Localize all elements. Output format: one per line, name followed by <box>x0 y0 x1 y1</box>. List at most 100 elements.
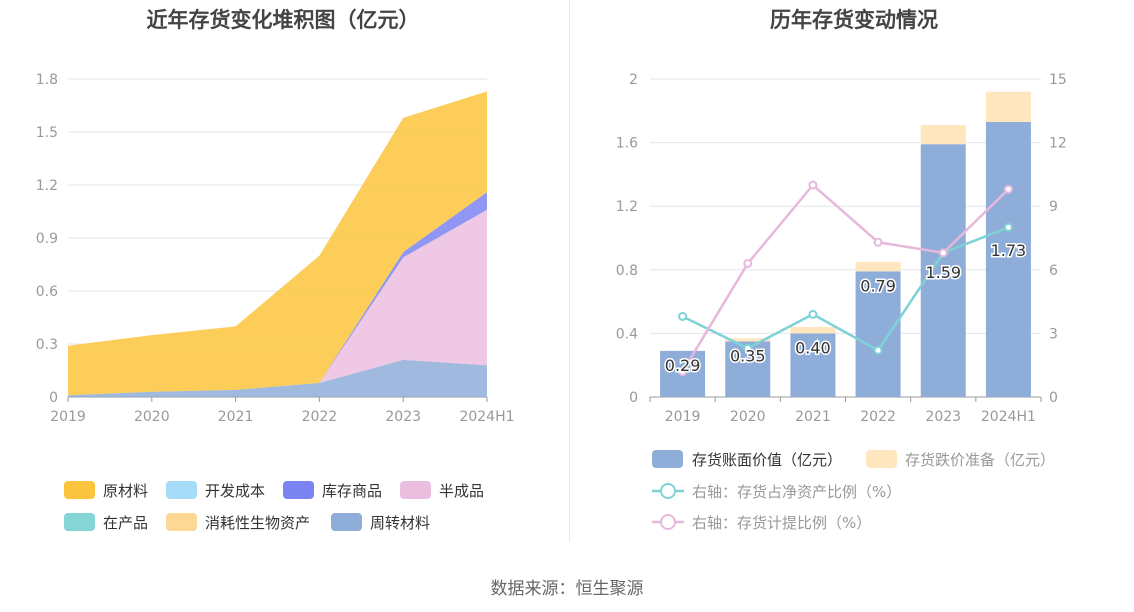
legend-item-wip: 在产品 <box>64 513 148 532</box>
left-x-tick-label: 2022 <box>302 409 338 425</box>
legend-label: 原材料 <box>103 482 148 500</box>
right-y-tick-label: 0.8 <box>616 263 638 279</box>
left-x-tick-label: 2024H1 <box>459 409 514 425</box>
line-net-asset-ratio <box>682 226 1009 353</box>
area-raw <box>68 91 487 396</box>
left-y-tick-label: 1.2 <box>36 178 58 194</box>
point-net-asset-ratio <box>808 309 818 319</box>
right-y2-tick-label: 12 <box>1049 136 1067 152</box>
point-provision-ratio <box>938 248 948 258</box>
area-semi <box>68 209 487 396</box>
legend-marker <box>660 514 676 530</box>
bar-reserve <box>725 338 771 342</box>
chart-divider <box>569 0 570 542</box>
legend-item-book-value: 存货账面价值（亿元） <box>652 450 842 469</box>
right-y2-tick-label: 15 <box>1049 72 1067 88</box>
right-x-tick-label: 2020 <box>730 409 766 425</box>
right-y2-tick-label: 9 <box>1049 199 1058 215</box>
legend-label: 库存商品 <box>322 482 382 500</box>
line-provision-ratio <box>681 183 1010 373</box>
legend-swatch <box>64 481 95 499</box>
legend-swatch <box>166 513 197 531</box>
bar-reserve <box>790 327 836 334</box>
legend-item-turnover: 周转材料 <box>331 513 430 532</box>
point-net-asset-ratio <box>678 311 688 321</box>
legend-label: 在产品 <box>103 514 148 532</box>
area-turnover <box>68 359 487 397</box>
right-y2-tick-label: 0 <box>1049 390 1058 406</box>
right-x-tick-label: 2023 <box>925 409 961 425</box>
legend-swatch <box>652 450 683 468</box>
legend-swatch <box>866 450 897 468</box>
right-y-tick-label: 1.2 <box>616 199 638 215</box>
data-source: 数据来源：恒生聚源 <box>490 579 644 599</box>
left-x-tick-label: 2020 <box>134 409 170 425</box>
bar-book-value <box>855 271 901 397</box>
point-net-asset-ratio <box>1003 222 1013 232</box>
right-y2-tick-label: 6 <box>1049 263 1058 279</box>
legend-label: 周转材料 <box>370 514 430 532</box>
right-x-tick-label: 2024H1 <box>981 409 1036 425</box>
point-net-asset-ratio <box>743 343 753 353</box>
legend-label: 半成品 <box>439 482 484 500</box>
right-y-tick-label: 2 <box>629 72 638 88</box>
right-y-tick-label: 0 <box>629 390 638 406</box>
point-net-asset-ratio <box>873 345 883 355</box>
left-x-tick-label: 2019 <box>50 409 86 425</box>
point-provision-ratio <box>1003 184 1013 194</box>
legend-swatch <box>283 481 314 499</box>
legend-item-semi: 半成品 <box>400 481 484 500</box>
legend-label: 消耗性生物资产 <box>205 514 310 532</box>
charts-canvas: 0 0.3 0.6 0.9 1.2 1.5 1.8 2019 2020 2021 2022 2023 2… <box>36 72 1067 532</box>
bar-value-label: 0.79 <box>860 276 896 295</box>
bar-value-label: 1.59 <box>925 263 961 282</box>
left-y-tick-label: 0.3 <box>36 337 58 353</box>
left-y-tick-label: 1.8 <box>36 72 58 88</box>
left-y-tick-label: 0.6 <box>36 284 58 300</box>
legend-label: 右轴：存货占净资产比例（%） <box>692 483 901 501</box>
point-provision-ratio <box>678 367 688 377</box>
legend-label: 存货账面价值（亿元） <box>692 451 842 469</box>
right-x-tick-label: 2019 <box>665 409 701 425</box>
left-area-chart: 0 0.3 0.6 0.9 1.2 1.5 1.8 2019 2020 2021 2022 2023 2… <box>36 72 515 532</box>
left-y-tick-label: 0 <box>49 390 58 406</box>
bar-value-label: 0.40 <box>795 338 831 357</box>
right-x-tick-label: 2022 <box>860 409 896 425</box>
legend-item-dev: 开发成本 <box>166 481 265 500</box>
legend-swatch <box>166 481 197 499</box>
bar-reserve <box>920 125 966 145</box>
bar-reserve <box>855 261 901 272</box>
bar-book-value <box>920 144 966 397</box>
right-y-tick-label: 0.4 <box>616 326 638 342</box>
legend-swatch <box>64 513 95 531</box>
bar-book-value <box>790 333 836 397</box>
point-provision-ratio <box>873 237 883 247</box>
legend-marker <box>660 483 676 499</box>
right-chart-title: 历年存货变动情况 <box>770 8 938 32</box>
legend-label: 存货跌价准备（亿元） <box>905 451 1055 469</box>
left-x-tick-label: 2021 <box>218 409 254 425</box>
right-combo-chart: 0 0.4 0.8 1.2 1.6 2 0 3 6 9 12 15 2019 2020 2021 2022 20… <box>616 72 1067 532</box>
point-provision-ratio <box>808 180 818 190</box>
right-x-tick-label: 2021 <box>795 409 831 425</box>
bar-value-label: 0.35 <box>730 346 766 365</box>
legend-item-raw: 原材料 <box>64 481 148 500</box>
legend-swatch <box>331 513 362 531</box>
left-y-tick-label: 1.5 <box>36 125 58 141</box>
legend-label: 开发成本 <box>205 482 265 500</box>
legend-item-provision-ratio: 右轴：存货计提比例（%） <box>652 514 871 532</box>
legend-item-net-asset-ratio: 右轴：存货占净资产比例（%） <box>652 483 901 501</box>
legend-swatch <box>400 481 431 499</box>
right-y2-tick-label: 3 <box>1049 326 1058 342</box>
bar-value-label: 1.73 <box>991 241 1027 260</box>
bar-value-label: 0.29 <box>665 356 701 375</box>
legend-item-bio: 消耗性生物资产 <box>166 513 310 532</box>
legend-item-goods: 库存商品 <box>283 481 382 500</box>
left-chart-title: 近年存货变化堆积图（亿元） <box>146 8 420 32</box>
right-y-tick-label: 1.6 <box>616 136 638 152</box>
left-y-tick-label: 0.9 <box>36 231 58 247</box>
bar-reserve <box>985 91 1031 122</box>
left-x-tick-label: 2023 <box>385 409 421 425</box>
legend-item-reserve: 存货跌价准备（亿元） <box>866 450 1055 469</box>
legend-label: 右轴：存货计提比例（%） <box>692 514 871 532</box>
